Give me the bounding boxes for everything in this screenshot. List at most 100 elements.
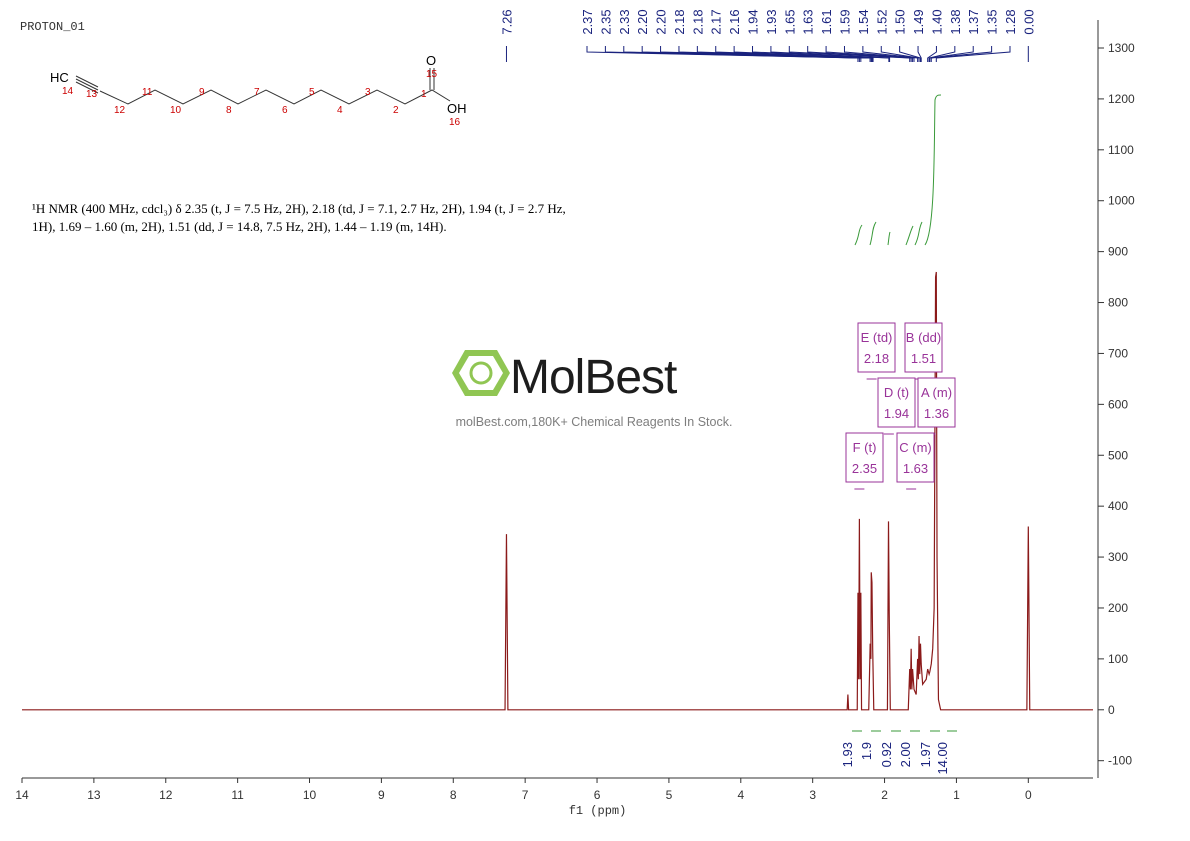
multiplet-box [917, 377, 956, 428]
structure-label: 9 [199, 87, 205, 98]
multiplet-box [877, 377, 916, 428]
triple-bond [75, 81, 99, 94]
y-tick-label: 900 [1108, 245, 1128, 259]
y-tick-label: 200 [1108, 601, 1128, 615]
y-tick-label: 1200 [1108, 92, 1135, 106]
peak-label: 2.17 [709, 9, 724, 34]
multiplet-name: C (m) [899, 440, 932, 455]
peak-label: 2.20 [654, 9, 669, 34]
structure-label: O [426, 53, 436, 68]
peak-label: 2.20 [635, 9, 650, 34]
x-tick-label: 11 [231, 788, 244, 802]
peak-label: 1.50 [893, 9, 908, 34]
x-tick-label: 12 [159, 788, 173, 802]
peak-label: 1.37 [966, 9, 981, 34]
integral-curves [854, 94, 942, 246]
integral-label: 14.00 [935, 742, 950, 775]
x-tick-label: 1 [953, 788, 960, 802]
structure-label: 1 [421, 89, 427, 100]
peak-label: 1.38 [948, 9, 963, 34]
peak-connector [843, 46, 915, 62]
structure-label: 14 [62, 86, 74, 97]
peak-connector [880, 46, 920, 62]
peak-label: 1.59 [837, 9, 852, 34]
peak-connector [770, 46, 891, 62]
peak-label: 1.93 [764, 9, 779, 34]
peak-label: 2.18 [672, 9, 687, 34]
structure-label: OH [447, 101, 467, 116]
peak-connector [929, 46, 974, 62]
triple-bond [75, 78, 99, 91]
y-tick-label: 0 [1108, 703, 1115, 717]
multiplet-name: B (dd) [906, 330, 941, 345]
multiplet-name: D (t) [884, 385, 909, 400]
y-tick-label: 400 [1108, 499, 1128, 513]
integral-label: 1.93 [840, 742, 855, 767]
triple-bond [75, 75, 99, 88]
multiplet-name: A (m) [921, 385, 952, 400]
peak-connector [825, 46, 914, 62]
structure-label: 6 [282, 105, 288, 116]
multiplet-box [904, 322, 943, 373]
peak-connector [788, 46, 911, 62]
y-tick-label: 1000 [1108, 194, 1135, 208]
integral-label: 1.9 [859, 742, 874, 760]
integral-label: 1.97 [918, 742, 933, 767]
structure-label: 7 [254, 87, 260, 98]
structure-label: HC [50, 70, 69, 85]
y-tick-label: 700 [1108, 346, 1128, 360]
x-tick-label: 14 [15, 788, 29, 802]
peak-label: 1.35 [985, 9, 1000, 34]
x-tick-label: 9 [378, 788, 385, 802]
peak-label: 1.61 [819, 9, 834, 34]
y-tick-label: -100 [1108, 754, 1132, 768]
multiplet-box [857, 322, 896, 373]
multiplet-name: F (t) [853, 440, 877, 455]
structure-label: 13 [86, 89, 98, 100]
multiplet-shift: 2.35 [852, 461, 877, 476]
watermark: MolBest molBest.com,180K+ Chemical Reage… [452, 350, 732, 429]
peak-label: 1.40 [929, 9, 944, 34]
structure-label: 3 [365, 87, 371, 98]
x-tick-label: 2 [881, 788, 888, 802]
peak-connector [733, 46, 874, 62]
peak-label: 1.52 [874, 9, 889, 34]
description: ¹H NMR (400 MHz, cdcl₃) δ 2.35 (t, J = 7… [32, 201, 566, 234]
peak-label: 1.63 [801, 9, 816, 34]
structure-label: 12 [114, 105, 126, 116]
peak-connector [917, 46, 922, 62]
description-line: 1H), 1.69 – 1.60 (m, 2H), 1.51 (dd, J = … [32, 219, 447, 234]
y-tick-label: 600 [1108, 397, 1128, 411]
peak-label: 1.28 [1003, 9, 1018, 34]
peak-label: 0.00 [1021, 9, 1036, 34]
x-tick-label: 5 [666, 788, 673, 802]
peak-connector [935, 46, 1011, 62]
peak-label: 2.35 [598, 9, 613, 34]
brand: MolBest [510, 351, 677, 404]
peak-label: 7.26 [499, 9, 514, 34]
y-tick-label: 800 [1108, 296, 1128, 310]
y-tick-label: 500 [1108, 448, 1128, 462]
y-tick-label: 1300 [1108, 41, 1135, 55]
logo-hexagon-inner [459, 356, 503, 390]
peak-connector [927, 46, 937, 62]
integral-label: 2.00 [898, 742, 913, 767]
x-tick-label: 8 [450, 788, 457, 802]
integral-label: 0.92 [879, 742, 894, 767]
x-tick-label: 13 [87, 788, 101, 802]
description-line: ¹H NMR (400 MHz, cdcl₃) δ 2.35 (t, J = 7… [32, 201, 566, 216]
peak-connector [862, 46, 919, 62]
x-axis-label: f1 (ppm) [569, 804, 627, 818]
x-tick-label: 0 [1025, 788, 1032, 802]
x-tick-label: 6 [594, 788, 601, 802]
structure-label: 4 [337, 105, 343, 116]
x-tick-label: 10 [303, 788, 317, 802]
y-tick-label: 1100 [1108, 143, 1134, 157]
peak-connector [930, 46, 993, 62]
structure-label: 11 [142, 87, 153, 98]
structure-label: 10 [170, 105, 182, 116]
peak-label: 1.65 [782, 9, 797, 34]
logo-ring [469, 361, 493, 385]
